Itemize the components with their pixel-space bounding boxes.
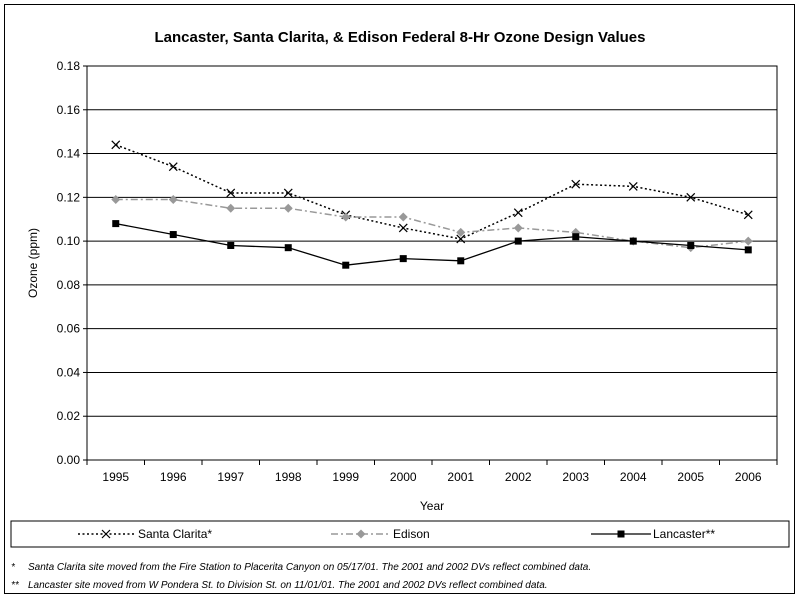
legend: Santa Clarita* Edison Lancaster** [78,527,715,541]
data-point [283,203,293,213]
y-tick-label: 0.12 [57,190,81,204]
data-point [514,237,522,245]
chart-title: Lancaster, Santa Clarita, & Edison Feder… [155,29,646,46]
data-point [227,241,235,249]
x-tick-label: 1995 [102,470,129,484]
y-tick-label: 0.14 [57,147,81,161]
data-point [743,210,753,220]
y-tick-label: 0.16 [57,103,81,117]
legend-marker [356,529,366,539]
legend-label: Santa Clarita* [138,527,212,541]
data-point [226,188,236,198]
data-point [226,203,236,213]
y-tick-label: 0.10 [57,234,81,248]
data-point [744,246,752,254]
footnote-2-mark: ** [11,580,20,591]
x-tick-label: 2006 [735,470,762,484]
footnote-1-mark: * [11,562,16,573]
footnotes: * Santa Clarita site moved from the Fire… [11,562,591,591]
x-tick-label: 1999 [332,470,359,484]
footnote-2-text: Lancaster site moved from W Pondera St. … [28,580,548,591]
y-axis-label: Ozone (ppm) [26,228,40,298]
x-tick-label: 1996 [160,470,187,484]
data-point [456,227,466,237]
series-line-0 [115,144,749,240]
y-tick-label: 0.08 [57,278,81,292]
y-tick-label: 0.18 [57,59,81,73]
data-point [571,179,581,189]
series-line-2 [115,222,749,266]
data-point [169,231,177,239]
data-point [513,208,523,218]
data-point [111,195,121,205]
x-tick-label: 1998 [275,470,302,484]
grid-lines [87,65,777,461]
series-line-1 [115,198,749,249]
data-point [572,233,580,241]
x-tick-label: 2002 [505,470,532,484]
data-point [628,181,638,191]
legend-marker [101,529,111,539]
y-axis-ticks: 0.00 0.02 0.04 0.06 0.08 0.10 0.12 0.14 0.16 0.18 [57,59,87,467]
plot-area [86,65,778,461]
y-tick-label: 0.02 [57,409,81,423]
x-axis-label: Year [420,499,444,513]
y-tick-label: 0.06 [57,322,81,336]
data-point [456,234,466,244]
data-point [111,140,121,150]
legend-marker [617,530,625,538]
x-axis-ticks: 1995 1996 1997 1998 1999 2000 2001 2002 2003 2004… [86,460,778,484]
data-point [283,188,293,198]
data-point [513,223,523,233]
data-point [457,257,465,265]
data-point [686,192,696,202]
data-point [687,241,695,249]
data-point [341,212,351,222]
legend-box [10,520,790,548]
x-tick-label: 2000 [390,470,417,484]
data-point [398,223,408,233]
data-point [629,237,637,245]
y-tick-label: 0.04 [57,365,81,379]
chart-frame [4,4,795,594]
x-tick-label: 2005 [677,470,704,484]
data-point [168,195,178,205]
x-tick-label: 2004 [620,470,647,484]
legend-label: Edison [393,527,430,541]
data-point [284,244,292,252]
footnote-1-text: Santa Clarita site moved from the Fire S… [28,562,591,573]
legend-label: Lancaster** [653,527,715,541]
x-tick-label: 2003 [562,470,589,484]
data-point [398,212,408,222]
series-lines [111,140,753,269]
data-point [399,255,407,263]
y-tick-label: 0.00 [57,453,81,467]
x-tick-label: 2001 [447,470,474,484]
data-point [168,162,178,172]
data-point [112,220,120,228]
x-tick-label: 1997 [217,470,244,484]
data-point [743,236,753,246]
data-point [342,261,350,269]
